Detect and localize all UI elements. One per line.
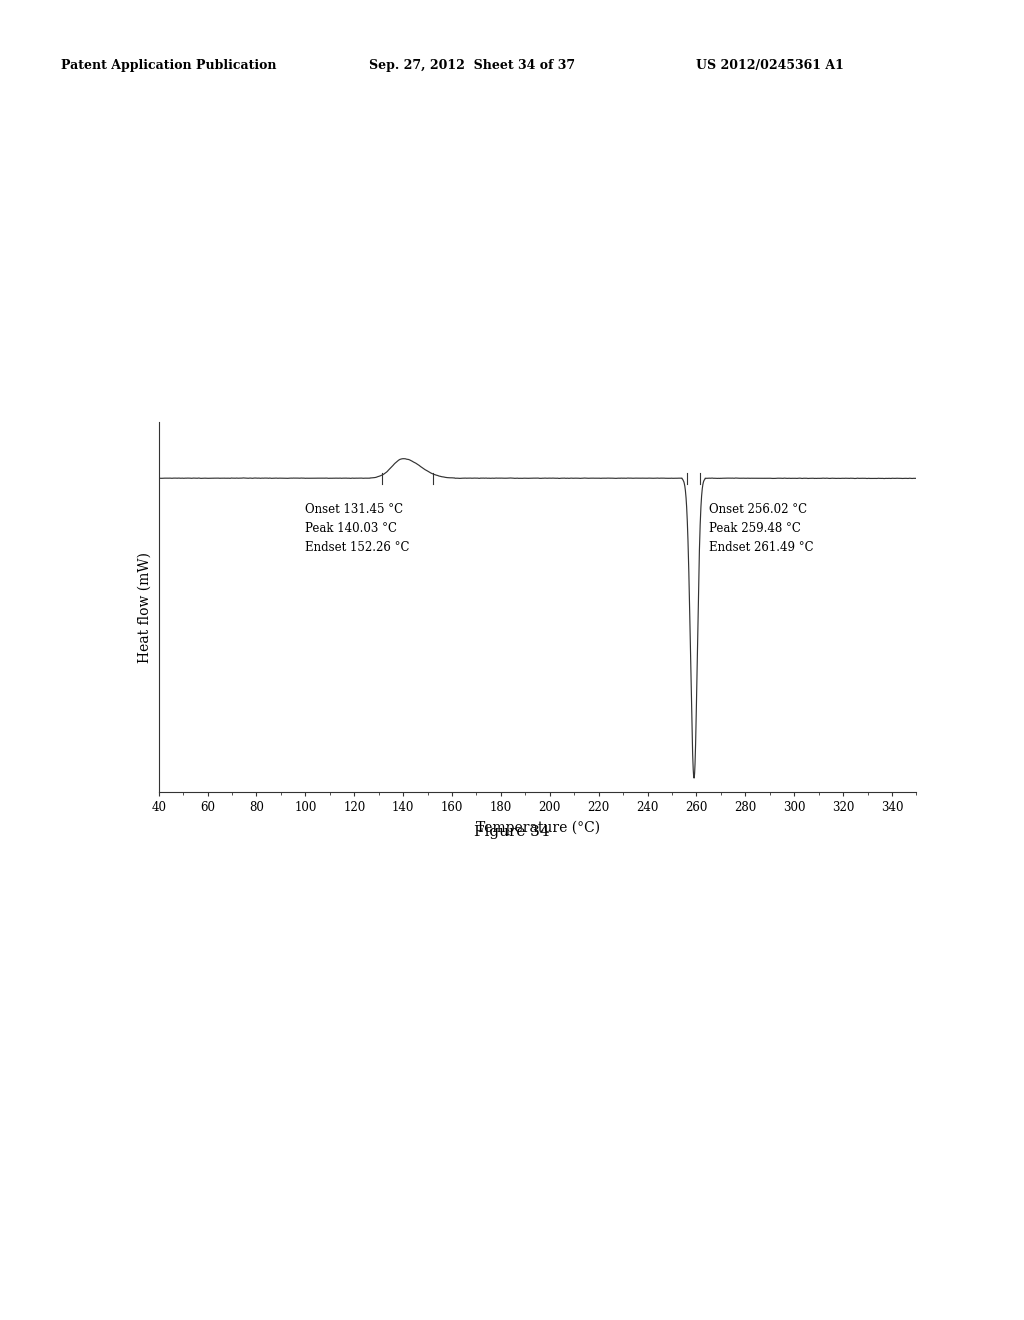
Text: Patent Application Publication: Patent Application Publication: [61, 59, 276, 73]
Text: Sep. 27, 2012  Sheet 34 of 37: Sep. 27, 2012 Sheet 34 of 37: [369, 59, 574, 73]
X-axis label: Temperature (°C): Temperature (°C): [475, 821, 600, 836]
Y-axis label: Heat flow (mW): Heat flow (mW): [138, 552, 152, 663]
Text: Onset 256.02 °C
Peak 259.48 °C
Endset 261.49 °C: Onset 256.02 °C Peak 259.48 °C Endset 26…: [709, 503, 813, 553]
Text: Figure 34: Figure 34: [474, 825, 550, 840]
Text: Onset 131.45 °C
Peak 140.03 °C
Endset 152.26 °C: Onset 131.45 °C Peak 140.03 °C Endset 15…: [305, 503, 410, 553]
Text: US 2012/0245361 A1: US 2012/0245361 A1: [696, 59, 844, 73]
